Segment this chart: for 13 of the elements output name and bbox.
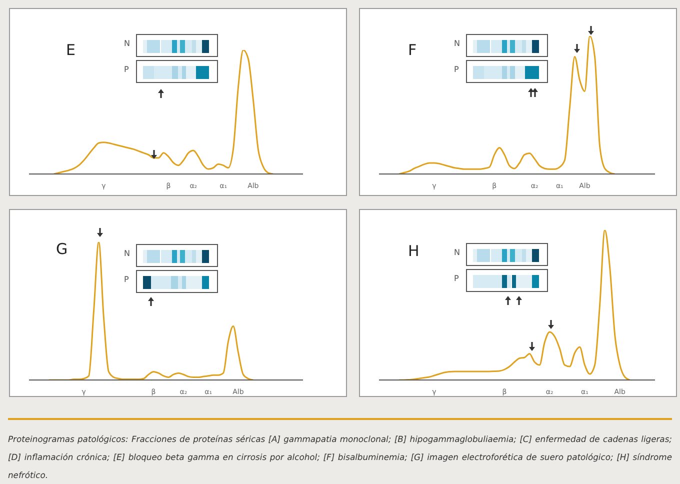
- annotation: P: [454, 274, 459, 283]
- annotation: P: [454, 65, 459, 74]
- text: N: [124, 39, 130, 48]
- chart-title: E: [66, 41, 76, 59]
- chart-title: G: [56, 240, 68, 258]
- annotation: P: [124, 65, 129, 74]
- annotation: P: [124, 275, 129, 284]
- annotation: N: [454, 248, 460, 257]
- text: Proteinogramas patológicos: Fracciones de proteínas séricas [A] gammapatia monoclonal; [B] hipogammaglobuliaemia; [C] enfermedad de cadenas ligeras; [D] inflamación crónica; [E] bloqueo beta gamma en cirrosis por alcohol; [F] bisalbuminemia; [G] imagen electroforética de suero patológico; [H] síndrome nefrótico.: [8, 433, 672, 482]
- annotation: N: [454, 39, 460, 48]
- annotation: N: [124, 249, 130, 258]
- text: H: [408, 242, 420, 260]
- chart-title: F: [408, 41, 417, 59]
